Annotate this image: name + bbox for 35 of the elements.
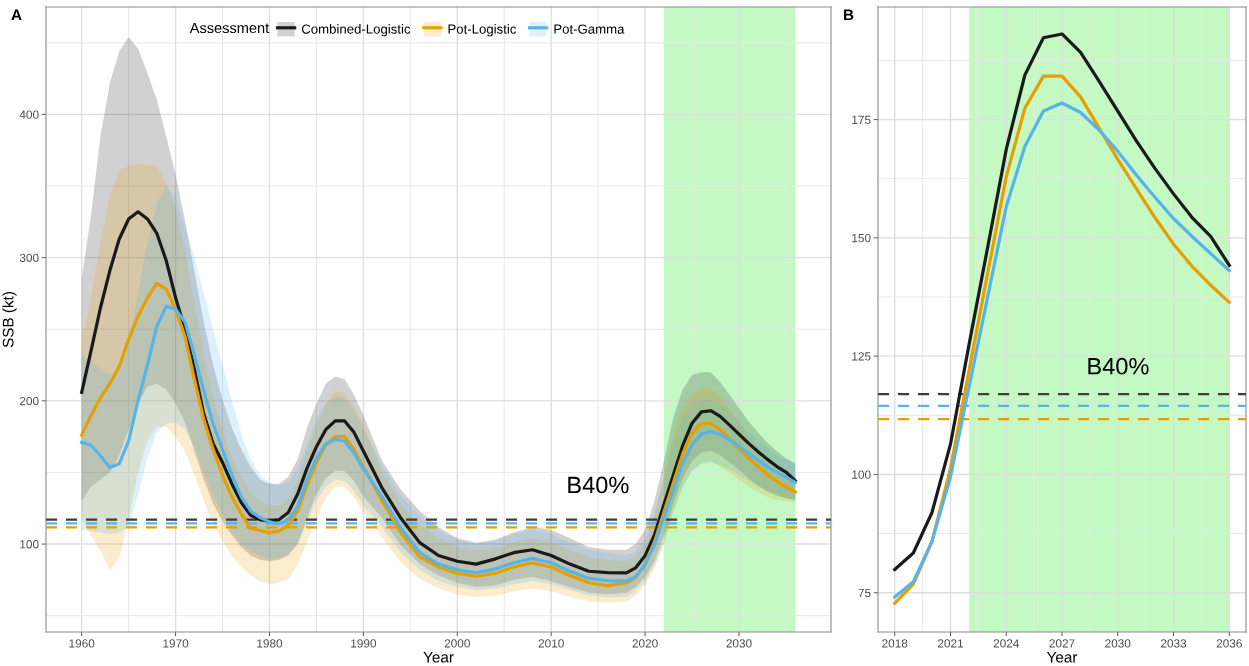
x-tick-label: 2027 [1049, 639, 1075, 648]
x-tick-label: 1980 [257, 639, 283, 648]
y-tick-label: 200 [19, 396, 39, 406]
x-tick-label: 2000 [444, 639, 470, 648]
legend-label: Combined-Logistic [301, 24, 411, 37]
legend-title: Assessment [189, 22, 270, 34]
x-tick-label: 2020 [632, 639, 658, 648]
x-tick-label: 1960 [69, 639, 95, 648]
x-tick-label: 2036 [1216, 639, 1242, 648]
x-tick-label: 2024 [993, 639, 1020, 648]
y-tick-label: 150 [852, 233, 871, 243]
y-tick-label: 125 [852, 352, 871, 361]
y-tick-label: 400 [19, 110, 39, 119]
annotation: B40% [1088, 357, 1149, 375]
chart-title: B [844, 9, 854, 21]
y-axis-title: SSB (kt) [2, 292, 17, 348]
annotation: B40% [568, 476, 629, 494]
x-tick-label: 2033 [1160, 639, 1187, 648]
x-axis-title: Year [423, 651, 454, 663]
x-tick-label: 2010 [538, 639, 564, 648]
legend-label: Pot-Gamma [554, 24, 625, 34]
chart-title: A [11, 9, 22, 21]
x-tick-label: 1970 [163, 639, 189, 648]
y-tick-label: 75 [858, 588, 871, 598]
x-axis-title: Year [1046, 651, 1078, 663]
x-tick-label: 2030 [726, 639, 752, 648]
y-tick-label: 300 [19, 253, 39, 263]
legend-label: Pot-Logistic [448, 24, 517, 37]
x-tick-label: 2030 [1105, 639, 1131, 648]
y-tick-label: 175 [852, 115, 871, 124]
y-tick-label: 100 [852, 470, 871, 479]
y-tick-label: 100 [20, 540, 39, 549]
x-tick-label: 2018 [882, 639, 908, 648]
x-tick-label: 1990 [351, 639, 377, 648]
x-tick-label: 2021 [937, 639, 964, 648]
